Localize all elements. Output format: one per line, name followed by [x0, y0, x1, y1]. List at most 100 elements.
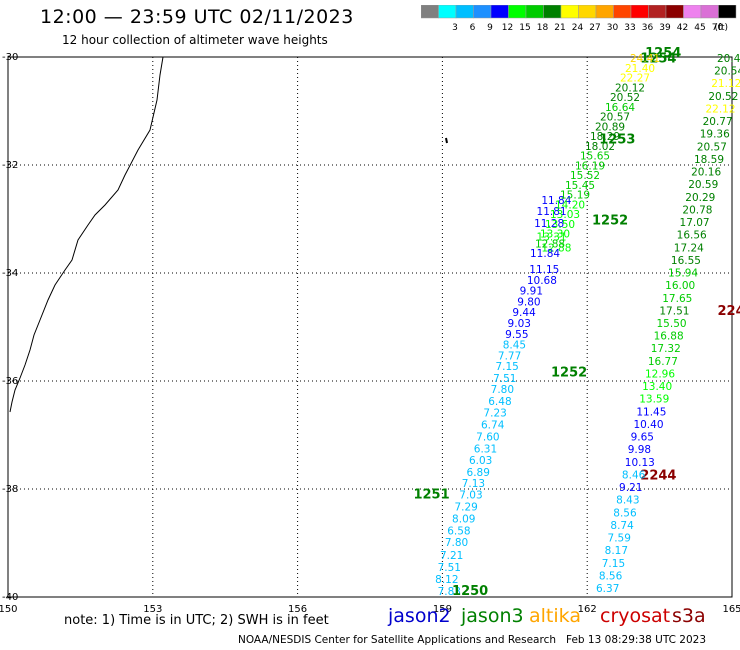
swh-value: 20.12: [615, 82, 645, 94]
swh-value: 11.45: [636, 406, 666, 418]
coastline: [9, 56, 164, 413]
swh-value: 20.54: [714, 66, 740, 78]
lon-tick-label: 153: [143, 604, 162, 615]
swh-value: 7.80: [491, 384, 514, 396]
swh-value: 10.13: [625, 457, 655, 469]
map-frame: [7, 56, 733, 598]
swh-value: 20.78: [682, 204, 712, 216]
swh-value: 20.29: [685, 192, 715, 204]
swh-value: 20.16: [691, 167, 721, 179]
swh-value: 18.29: [590, 131, 620, 143]
swh-value: 14.20: [555, 199, 585, 211]
track-id-label: 1251: [413, 488, 449, 503]
swh-value: 16.64: [605, 102, 635, 114]
track-id-label: 1252: [592, 213, 628, 228]
swh-value: 12.88: [541, 242, 571, 254]
swh-value: 6.58: [447, 525, 470, 537]
swh-value: 9.65: [631, 432, 654, 444]
lon-tick-label: 165: [722, 604, 740, 615]
swh-value: 8.56: [613, 507, 637, 519]
lat-tick-label: -32: [2, 160, 18, 171]
swh-value: 7.23: [483, 408, 506, 420]
satellite-cryosat-label: cryosat: [600, 605, 671, 627]
swh-value: 7.77: [498, 350, 521, 362]
swh-value: 7.51: [438, 562, 461, 574]
lon-tick-label: 150: [0, 604, 18, 615]
satellite-s3a-label: s3a: [672, 605, 706, 627]
scale-label: 45: [694, 23, 705, 33]
track-id-label: 1252: [551, 366, 587, 381]
scale-label: 9: [487, 23, 493, 33]
swh-value: 15.50: [657, 318, 687, 330]
swh-value: 16.77: [648, 356, 678, 368]
swh-value: 6.31: [474, 443, 497, 455]
scale-unit: (ft): [714, 23, 728, 33]
scale-label: 27: [589, 23, 600, 33]
scale-label: 30: [607, 23, 619, 33]
scale-label: 15: [519, 23, 530, 33]
scale-label: 3: [452, 23, 458, 33]
scale-label: 70: [712, 23, 724, 33]
scale-label: 33: [624, 23, 635, 33]
swh-value: 13.03: [550, 209, 580, 221]
swh-value: 13.50: [545, 219, 575, 231]
swh-value: 7.83: [438, 586, 461, 598]
swh-value: 12.96: [645, 368, 675, 380]
swh-value: 13.40: [642, 381, 672, 393]
swh-value: 20.57: [600, 112, 630, 124]
color-scale: 3 6 9 12 15 18 21 24 27 30 33 36 39 42 45 70(ft): [421, 5, 737, 33]
swh-value: 15.52: [570, 170, 600, 182]
swh-value: 11.81: [537, 206, 567, 218]
swh-value: 16.88: [654, 331, 684, 343]
scale-swatch: [718, 5, 737, 19]
swh-value: 6.89: [467, 467, 490, 479]
swh-value: 17.32: [651, 343, 681, 355]
swh-value: 9.80: [517, 296, 540, 308]
swh-value: 17.65: [662, 293, 692, 305]
swh-value: 18.59: [694, 154, 724, 166]
swh-value: 16.19: [575, 160, 605, 172]
credit-footer: NOAA/NESDIS Center for Satellite Applica…: [238, 634, 707, 646]
swh-value: 20.52: [610, 92, 640, 104]
scale-label: 24: [572, 23, 584, 33]
swh-value: 10.68: [527, 275, 557, 287]
swh-value: 8.12: [435, 574, 458, 586]
swh-value: 9.03: [508, 318, 531, 330]
swh-value: 6.74: [481, 420, 505, 432]
scale-label: 39: [659, 23, 671, 33]
swh-value: 7.59: [608, 533, 631, 545]
swh-value: 15.94: [668, 268, 698, 280]
swh-value: 8.46: [622, 469, 646, 481]
swh-value: 8.45: [503, 340, 526, 352]
swh-value: 7.15: [495, 361, 518, 373]
lon-tick-label: 162: [578, 604, 597, 615]
scale-label: 21: [554, 23, 565, 33]
swh-value: 9.98: [628, 444, 651, 456]
swh-value: 13.31: [537, 232, 567, 244]
scale-label: 36: [642, 23, 654, 33]
swh-value: 20.89: [595, 121, 625, 133]
swh-value: 15.65: [580, 151, 610, 163]
swh-value: 19.36: [700, 129, 730, 141]
lon-tick-label: 159: [433, 604, 452, 615]
lat-tick-label: -36: [2, 376, 18, 387]
swh-value: 22.12: [705, 103, 735, 115]
swh-value: 12.88: [535, 238, 565, 250]
swh-value: 9.21: [619, 482, 642, 494]
track-id-label: 1253: [599, 132, 635, 147]
swh-value: 20.59: [688, 179, 718, 191]
track-id-label: 1254: [645, 46, 681, 61]
track-id-label: 2243: [718, 304, 740, 319]
map-subtitle: 12 hour collection of altimeter wave hei…: [62, 33, 328, 47]
lon-tick-label: 156: [288, 604, 307, 615]
scale-label: 6: [470, 23, 476, 33]
swh-value: 8.74: [610, 520, 634, 532]
swh-value: 11.28: [534, 218, 564, 230]
swh-value: 10.40: [633, 419, 663, 431]
swh-value: 7.13: [462, 478, 485, 490]
track-id-label: 1254: [640, 51, 676, 66]
scale-label: 42: [677, 23, 688, 33]
swh-value: 13.59: [639, 394, 669, 406]
swh-value: 8.43: [616, 495, 639, 507]
